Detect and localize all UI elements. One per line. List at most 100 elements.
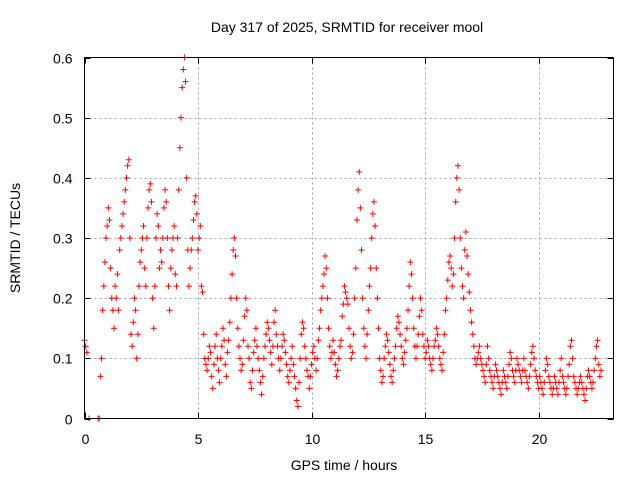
data-point (570, 373, 577, 380)
data-point (284, 373, 291, 380)
data-point (351, 295, 358, 302)
data-point (261, 343, 268, 350)
data-point (114, 271, 121, 278)
data-point (439, 367, 446, 374)
data-point (511, 379, 518, 386)
data-point (141, 265, 148, 272)
data-point (484, 343, 491, 350)
data-point (143, 235, 150, 241)
data-point (285, 379, 292, 386)
data-point (195, 247, 202, 254)
x-tick-label: 15 (418, 431, 434, 447)
data-point (197, 222, 204, 229)
data-point (130, 319, 137, 326)
data-point (577, 373, 584, 380)
data-point (536, 373, 543, 380)
data-point (190, 216, 197, 223)
data-point (543, 355, 550, 362)
data-point (368, 235, 375, 241)
data-point (286, 367, 293, 374)
data-point (442, 307, 449, 314)
data-point (479, 367, 486, 374)
data-point (100, 283, 107, 290)
data-point (196, 235, 203, 241)
data-point (506, 361, 513, 368)
data-point (131, 295, 138, 302)
data-point (434, 331, 441, 338)
data-point (153, 235, 160, 241)
data-point (405, 307, 412, 314)
data-point (356, 168, 363, 175)
data-point (273, 331, 280, 338)
data-point (475, 349, 482, 356)
data-point (364, 331, 371, 338)
data-point (132, 307, 139, 314)
data-point (377, 367, 384, 374)
data-point (189, 235, 196, 241)
data-point (339, 313, 346, 320)
data-point (168, 247, 175, 254)
data-point (209, 385, 216, 392)
data-point (341, 283, 348, 290)
data-point (265, 325, 272, 332)
data-point (303, 367, 310, 374)
data-point (557, 367, 564, 374)
data-point (229, 271, 236, 278)
data-point (200, 331, 207, 338)
data-point (160, 204, 167, 211)
data-point (319, 283, 326, 290)
data-point (391, 355, 398, 362)
data-point (493, 367, 500, 374)
y-axis-label: SRMTID / TECUs (7, 183, 23, 293)
data-point (520, 355, 527, 362)
data-point (290, 361, 297, 368)
data-point (164, 235, 171, 241)
data-point (260, 355, 267, 362)
data-point (492, 361, 499, 368)
data-point (401, 349, 408, 356)
data-point (435, 343, 442, 350)
data-point (462, 228, 469, 235)
data-point (146, 186, 153, 193)
data-point (120, 210, 127, 217)
data-point (453, 174, 460, 181)
data-point (473, 361, 480, 368)
data-point (327, 355, 334, 362)
data-point (238, 367, 245, 374)
data-point (348, 355, 355, 362)
data-point (115, 307, 122, 314)
data-point (212, 343, 219, 350)
data-point (298, 331, 305, 338)
data-point (124, 162, 131, 169)
data-point (103, 235, 110, 241)
data-point (476, 343, 483, 350)
x-tick-label: 20 (532, 431, 548, 447)
data-point (406, 283, 413, 290)
data-point (225, 337, 232, 344)
data-point (482, 379, 489, 386)
data-point (288, 355, 295, 362)
data-point (542, 367, 549, 374)
data-point (352, 265, 359, 272)
data-point (291, 373, 298, 380)
data-point (398, 343, 405, 350)
data-point (410, 325, 417, 332)
data-point (594, 337, 601, 344)
y-tick-label: 0 (65, 412, 73, 428)
data-point (151, 283, 158, 290)
data-point (388, 373, 395, 380)
data-point (331, 349, 338, 356)
data-point (443, 295, 450, 302)
data-point (436, 355, 443, 362)
data-point (430, 355, 437, 362)
data-points (81, 54, 605, 422)
data-point (397, 331, 404, 338)
data-point (271, 319, 278, 326)
data-point (514, 355, 521, 362)
data-point (301, 343, 308, 350)
data-point (526, 373, 533, 380)
data-point (292, 385, 299, 392)
data-point (503, 385, 510, 392)
data-point (205, 355, 212, 362)
data-point (172, 271, 179, 278)
